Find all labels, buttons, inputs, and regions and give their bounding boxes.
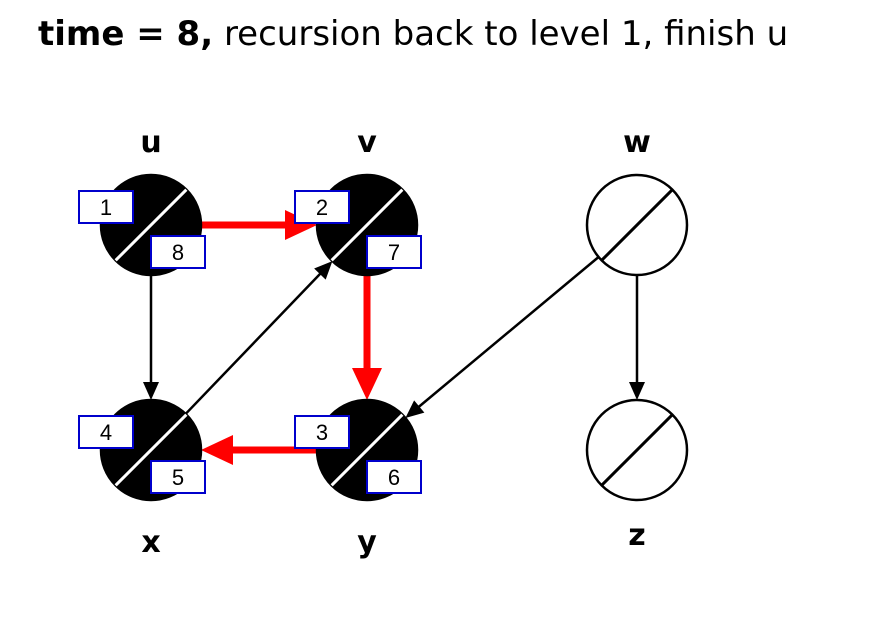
arrowhead: [143, 382, 159, 400]
finish-time-v-value: 7: [388, 240, 400, 265]
title-description: recursion back to level 1, finish u: [223, 14, 789, 54]
node-label-w: w: [623, 125, 651, 160]
edge-v-to-y: [352, 275, 382, 400]
node-slash: [330, 413, 404, 487]
node-y: y 3 6: [294, 398, 422, 560]
arrowhead: [405, 400, 425, 418]
node-slash: [114, 188, 188, 262]
edge-line: [416, 256, 600, 409]
node-slash: [600, 413, 674, 487]
finish-time-x: 5: [150, 460, 206, 494]
title-time: time = 8,: [38, 14, 214, 54]
arrowhead: [285, 210, 317, 240]
edge-w-to-z: [629, 275, 645, 400]
discovery-time-x-box: [78, 415, 134, 449]
arrowhead: [629, 382, 645, 400]
node-label-z: z: [628, 518, 645, 553]
node-w: w: [585, 125, 689, 277]
edge-u-to-v: [201, 210, 317, 240]
node-v: v 2 7: [294, 125, 422, 277]
edge-u-to-x: [143, 275, 159, 400]
slide-title: time = 8, recursion back to level 1, fin…: [38, 14, 788, 54]
discovery-time-y-box: [294, 415, 350, 449]
discovery-time-u: 1: [78, 190, 134, 224]
discovery-time-v-box: [294, 190, 350, 224]
arrowhead: [314, 261, 333, 280]
finish-time-v: 7: [366, 235, 422, 269]
nodes-layer: u 1 8 v 2 7 w x 4 5 y 3 6 z: [78, 125, 689, 560]
node-slash: [114, 413, 188, 487]
discovery-time-y: 3: [294, 415, 350, 449]
finish-time-y: 6: [366, 460, 422, 494]
finish-time-y-value: 6: [388, 465, 400, 490]
node-z: z: [585, 398, 689, 553]
edge-x-to-v: [184, 261, 333, 415]
finish-time-v-box: [366, 235, 422, 269]
finish-time-x-box: [150, 460, 206, 494]
discovery-time-v-value: 2: [316, 195, 328, 220]
finish-time-u-box: [150, 235, 206, 269]
node-label-y: y: [357, 525, 377, 560]
edge-y-to-x: [201, 435, 317, 465]
arrowhead: [352, 368, 382, 400]
node-u: u 1 8: [78, 125, 206, 277]
finish-time-u: 8: [150, 235, 206, 269]
node-x: x 4 5: [78, 398, 206, 560]
node-label-v: v: [357, 125, 377, 160]
finish-time-x-value: 5: [172, 465, 184, 490]
discovery-time-x: 4: [78, 415, 134, 449]
node-label-x: x: [141, 525, 160, 560]
discovery-time-u-box: [78, 190, 134, 224]
node-slash: [600, 188, 674, 262]
discovery-time-y-value: 3: [316, 420, 328, 445]
node-label-u: u: [140, 125, 161, 160]
discovery-time-v: 2: [294, 190, 350, 224]
discovery-time-u-value: 1: [100, 195, 112, 220]
node-slash: [330, 188, 404, 262]
finish-time-y-box: [366, 460, 422, 494]
finish-time-u-value: 8: [172, 240, 184, 265]
edge-line: [184, 271, 323, 415]
edge-w-to-y: [405, 256, 600, 418]
edges-layer: [143, 210, 645, 465]
discovery-time-x-value: 4: [100, 420, 112, 445]
arrowhead: [201, 435, 233, 465]
